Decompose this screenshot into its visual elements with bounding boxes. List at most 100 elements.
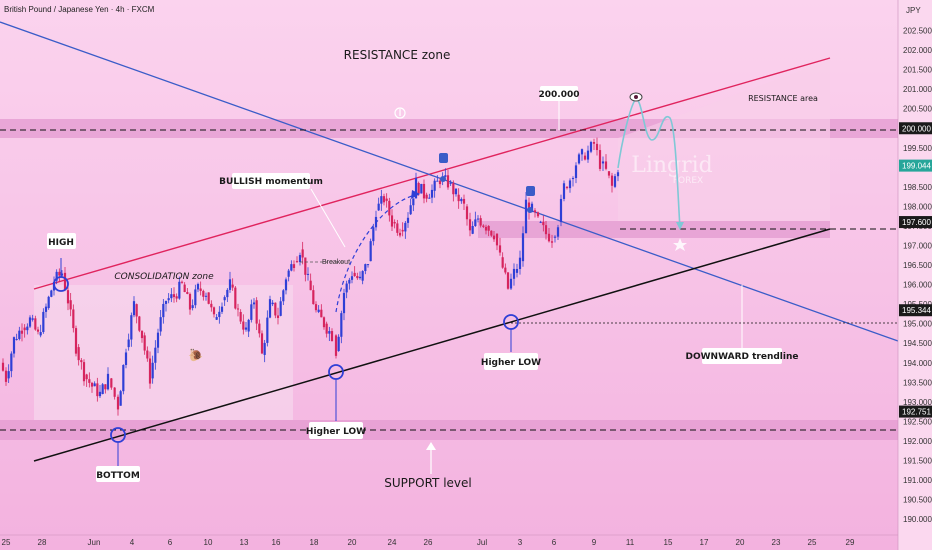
y-tick-label: 192.000 [903,437,932,446]
y-tick-label: 193.000 [903,398,932,407]
candle [495,233,499,251]
candle [162,298,165,324]
x-tick-label: 11 [626,538,635,547]
down-circle-icon [394,107,406,119]
candle [583,152,587,161]
candle [544,220,548,240]
candle [506,271,510,290]
candle [430,184,434,204]
candle [559,194,563,227]
candle [290,260,293,272]
candle [348,277,351,290]
candle [188,292,192,315]
candle [550,234,554,248]
candle [260,330,264,355]
candle [258,319,261,338]
candle [180,280,184,284]
candle [553,235,557,243]
x-tick-label: 18 [310,538,319,547]
level-200-label: 200.000 [539,86,580,101]
candle [462,194,466,211]
candle [501,252,504,269]
bullish-arrowhead [411,190,420,199]
candle [154,340,157,370]
candle [592,138,596,151]
candle [616,169,620,182]
star-icon [673,238,687,251]
candle [369,238,372,262]
x-tick-label: 29 [846,538,855,547]
candle [113,387,116,400]
svg-text:BULLISH momentum: BULLISH momentum [219,177,323,187]
snail-icon: 🐌 [188,348,203,362]
candle [215,313,218,321]
candle [218,306,221,324]
candle [322,316,326,330]
y-tick-label: 197.000 [903,242,932,251]
candle [138,315,141,333]
candle [568,178,572,193]
candle [244,321,248,332]
candle [77,344,80,366]
candle [482,224,485,229]
candle [74,325,78,357]
candle [12,336,16,358]
price-level-label: 200.000 [902,124,931,133]
x-tick-label: 20 [736,538,745,547]
price-level-label: 197.600 [902,218,931,227]
projection-path [617,99,681,229]
candle [172,287,176,303]
x-tick-label: 3 [518,538,523,547]
candle [156,328,160,354]
candle [401,222,404,237]
candle [380,189,383,211]
candle [271,300,274,307]
candle [577,152,581,165]
candle [536,211,540,218]
candle [607,171,611,179]
candle [524,192,528,234]
candle [449,180,452,187]
candle [268,295,272,319]
price-level-label: 199.044 [902,162,931,171]
candle [135,303,138,324]
candles-layer [1,137,620,416]
x-tick-label: 26 [424,538,433,547]
x-tick-label: 28 [38,538,47,547]
candle [202,289,205,301]
candle [330,328,334,342]
candle [312,285,315,305]
x-tick-label: 20 [348,538,357,547]
candle [146,346,149,362]
candle [50,289,53,298]
time-axis: 25 28 Jun 4 6 10 13 16 18 20 24 26 Jul 3 6 9 11 15 17 20 23 2… [0,534,898,547]
candle [422,179,426,204]
candle [556,224,560,241]
x-tick-label: 6 [552,538,557,547]
candle [266,310,269,347]
y-tick-label: 202.500 [903,27,932,36]
down-arrow-marker-2 [526,186,535,196]
candle [110,377,113,390]
downward-trendline-label: DOWNWARD trendline [686,348,798,364]
candle [42,308,45,334]
candle [183,282,186,293]
candle [301,241,304,265]
candle [39,324,42,338]
y-tick-label: 195.000 [903,320,932,329]
candle [580,148,584,161]
x-tick-label: 10 [204,538,213,547]
candle [106,367,110,391]
y-tick-label: 196.000 [903,281,932,290]
candle [334,334,338,359]
y-tick-label: 190.000 [903,515,932,524]
candle [542,215,545,232]
candle [93,381,96,387]
candle [436,175,439,182]
candle [409,198,412,215]
candle [10,351,13,378]
y-tick-label: 194.500 [903,339,932,348]
candle [444,168,447,179]
candle [101,382,104,395]
